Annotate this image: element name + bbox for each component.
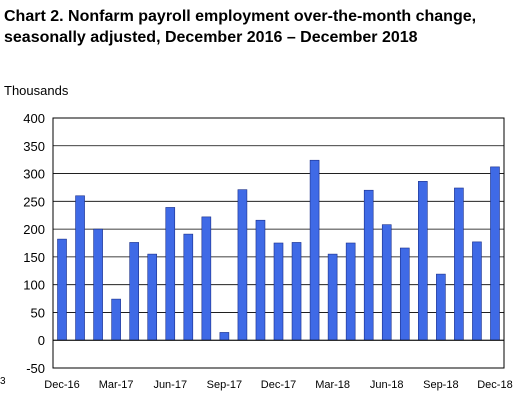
y-tick-label-9: -50 [26, 361, 45, 376]
bar-Nov-18 [472, 241, 482, 341]
bar-Apr-17 [129, 242, 139, 341]
bar-Dec-17 [273, 242, 284, 341]
y-tick-label-7: 50 [31, 305, 45, 320]
x-tick-label-3: Sep-17 [207, 379, 242, 391]
bar-Apr-18 [345, 242, 356, 341]
bar-Sep-17 [219, 332, 230, 341]
bar-Jan-18 [291, 242, 302, 341]
x-tick-label-8: Dec-18 [477, 379, 512, 391]
bar-Aug-18 [418, 181, 428, 341]
plot-frame [52, 117, 505, 369]
x-tick-label-2: Jun-17 [153, 379, 187, 391]
stray-mark: 3 [0, 376, 6, 387]
y-tick-label-8: 0 [38, 333, 45, 348]
y-tick-label-0: 400 [23, 111, 45, 126]
y-tick-label-1: 350 [23, 139, 45, 154]
bar-Nov-17 [255, 219, 266, 341]
bar-Jul-18 [399, 247, 410, 341]
y-tick-label-6: 100 [23, 278, 45, 293]
bar-Mar-17 [111, 298, 121, 341]
bars [57, 159, 500, 341]
x-tick-label-0: Dec-16 [44, 379, 79, 391]
axes [52, 117, 505, 369]
chart-title-line-2: seasonally adjusted, December 2016 – Dec… [4, 29, 418, 46]
x-tick-label-6: Jun-18 [370, 379, 404, 391]
chart-title: Chart 2. Nonfarm payroll employment over… [4, 6, 524, 48]
x-tick-label-4: Dec-17 [261, 379, 296, 391]
bar-May-18 [363, 189, 374, 341]
bar-Dec-18 [490, 166, 500, 341]
y-tick-label-5: 150 [23, 250, 45, 265]
bar-Oct-18 [454, 187, 464, 341]
bar-Mar-18 [327, 253, 338, 341]
bar-Feb-18 [309, 159, 320, 341]
bar-Jun-17 [165, 207, 176, 341]
bar-Feb-17 [93, 228, 103, 341]
bar-May-17 [147, 253, 158, 341]
bar-Jan-17 [75, 195, 85, 341]
x-tick-label-1: Mar-17 [99, 379, 134, 391]
y-tick-labels: 400 350 300 250 200 150 100 50 0 -50 [23, 111, 45, 376]
bar-Sep-18 [436, 273, 446, 341]
bar-Jul-17 [183, 233, 194, 341]
y-tick-label-2: 300 [23, 167, 45, 182]
bar-Oct-17 [237, 189, 248, 341]
bar-Jun-18 [381, 224, 392, 341]
x-tick-labels: Dec-16 Mar-17 Jun-17 Sep-17 Dec-17 Mar-18 Jun-… [44, 379, 512, 391]
x-tick-label-7: Sep-18 [423, 379, 458, 391]
chart-title-line-1: Chart 2. Nonfarm payroll employment over… [4, 8, 477, 25]
y-axis-label: Thousands [4, 83, 69, 98]
y-tick-label-4: 200 [23, 222, 45, 237]
y-tick-label-3: 250 [23, 194, 45, 209]
bar-Dec-16 [57, 238, 67, 341]
bar-Aug-17 [201, 216, 212, 341]
x-tick-label-5: Mar-18 [315, 379, 350, 391]
